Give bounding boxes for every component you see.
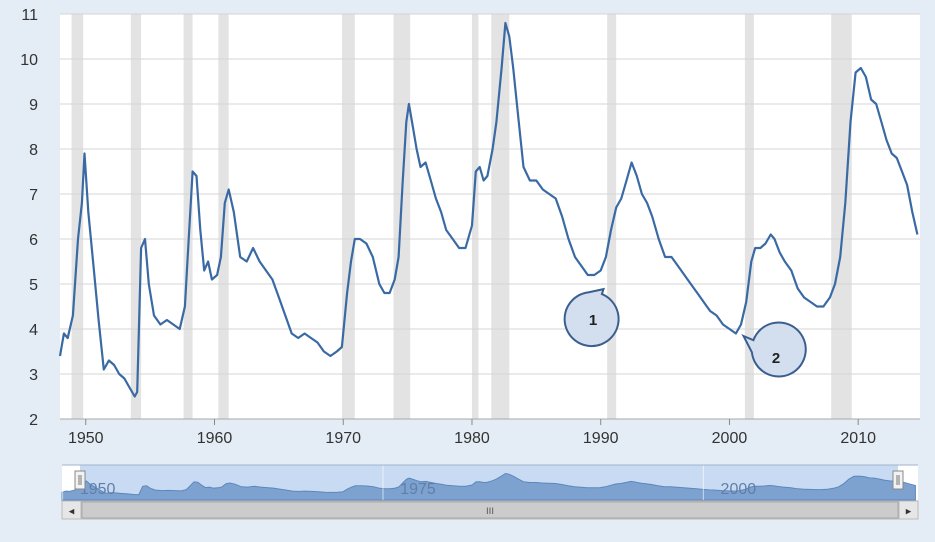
recession-band-8 xyxy=(607,14,617,419)
scroll-right-icon: ▸ xyxy=(906,505,912,518)
x-axis-ticks: 1950 1960 1970 1980 1990 2000 2010 xyxy=(60,418,920,447)
callout-2-bubble xyxy=(741,321,807,378)
scrollbar-grip-icon: III xyxy=(486,507,494,517)
scroll-left-icon: ◂ xyxy=(69,505,75,518)
series-line-0 xyxy=(58,21,919,398)
y-tick-label: 9 xyxy=(29,97,38,114)
callout-2: 2 xyxy=(741,321,807,378)
recession-band-10 xyxy=(831,14,852,419)
y-tick-label: 2 xyxy=(29,412,38,429)
navigator-tick-label: 1975 xyxy=(400,481,436,498)
navigator-series-area xyxy=(61,472,916,501)
x-tick-label: 2010 xyxy=(840,430,876,447)
callout-1-label: 1 xyxy=(589,312,597,329)
recession-band-6 xyxy=(471,14,479,419)
y-tick-label: 3 xyxy=(29,367,38,384)
navigator-tick-label: 1950 xyxy=(80,481,116,498)
recession-band-1 xyxy=(130,14,142,419)
x-tick-label: 1950 xyxy=(68,430,104,447)
recession-band-4 xyxy=(341,14,355,419)
y-tick-label: 5 xyxy=(29,277,38,294)
y-axis-ticks: 2 3 4 5 6 7 8 9 10 11 xyxy=(20,7,38,429)
callout-1: 1 xyxy=(563,287,620,348)
recession-band-0 xyxy=(71,14,84,419)
scrollbar-thumb[interactable] xyxy=(81,501,899,519)
x-tick-label: 1960 xyxy=(197,430,233,447)
x-tick-label: 2000 xyxy=(712,430,748,447)
scrollbar-right-button[interactable] xyxy=(898,500,919,520)
navigator-scrollbar[interactable]: ◂ III ▸ xyxy=(61,500,919,520)
y-tick-label: 8 xyxy=(29,142,38,159)
y-tick-label: 4 xyxy=(29,322,38,339)
recession-band-9 xyxy=(744,14,754,419)
navigator-left-handle[interactable] xyxy=(74,470,86,490)
navigator[interactable]: 1950 1975 2000 xyxy=(61,464,918,501)
callout-1-bubble xyxy=(563,287,620,348)
x-tick-label: 1970 xyxy=(325,430,361,447)
recession-band-2 xyxy=(183,14,193,419)
x-tick-label: 1990 xyxy=(583,430,619,447)
y-tick-label: 10 xyxy=(20,52,38,69)
navigator-right-handle[interactable] xyxy=(892,470,904,490)
scrollbar-left-button[interactable] xyxy=(61,500,82,520)
y-tick-label: 7 xyxy=(29,187,38,204)
navigator-tick-label: 2000 xyxy=(721,481,757,498)
y-tick-label: 11 xyxy=(21,7,38,24)
recession-band-7 xyxy=(491,14,510,419)
series-layer xyxy=(58,21,919,398)
navigator-ticks: 1950 1975 2000 xyxy=(62,465,757,500)
y-tick-label: 6 xyxy=(29,232,38,249)
callout-2-label: 2 xyxy=(772,350,780,367)
x-tick-label: 1980 xyxy=(454,430,490,447)
